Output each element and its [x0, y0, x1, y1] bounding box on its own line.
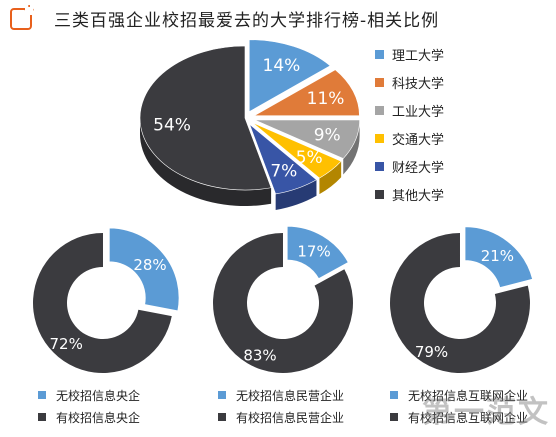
legend-label: 其他大学 [392, 188, 445, 204]
donut-data-label: 17% [297, 242, 330, 260]
legend-label: 有校招信息央企 [56, 410, 141, 425]
donut-data-label: 28% [133, 256, 166, 274]
chart-title: 三类百强企业校招最爱去的大学排行榜-相关比例 [54, 11, 440, 31]
pie-slice [253, 69, 360, 116]
legend-item: 财经大学 [375, 152, 444, 180]
legend-label: 财经大学 [392, 160, 445, 176]
legend-swatch [375, 77, 384, 87]
pie-data-label: 5% [296, 148, 323, 168]
legend-label: 工业大学 [392, 104, 445, 120]
legend-swatch [38, 413, 46, 421]
legend-swatch [390, 391, 398, 399]
legend-item: 其他大学 [375, 180, 444, 208]
pie-slice-side [275, 179, 317, 210]
pie-slice [248, 123, 317, 195]
donut-segment [32, 233, 172, 373]
legend-label: 交通大学 [392, 132, 445, 148]
legend-item: 有校招信息央企 [38, 406, 140, 428]
donut-data-label: 79% [415, 343, 448, 361]
pie-data-label: 54% [153, 115, 191, 135]
add-icon[interactable]: + [10, 3, 35, 30]
pie-data-label: 14% [263, 56, 301, 76]
donut-segment [390, 233, 530, 373]
donut-data-label: 83% [243, 347, 276, 365]
legend-item: 交通大学 [375, 124, 444, 152]
legend-item: 无校招信息民营企业 [218, 384, 344, 406]
legend-label: 理工大学 [392, 48, 445, 64]
legend-swatch [375, 49, 384, 59]
legend-swatch [375, 189, 384, 199]
pie-slice-side [140, 118, 272, 206]
pie-data-label: 7% [270, 161, 297, 181]
legend-swatch [375, 161, 384, 171]
legend-item: 无校招信息互联网企业 [390, 384, 528, 406]
donut-segment [286, 225, 350, 280]
legend-swatch [390, 413, 398, 421]
donut-legend-1: 无校招信息央企 有校招信息央企 [38, 384, 140, 428]
donut-legend-3: 无校招信息互联网企业 有校招信息互联网企业 [390, 384, 528, 428]
pie-slice [252, 122, 342, 179]
legend-label: 无校招信息民营企业 [236, 388, 345, 403]
pie-slice-side [319, 161, 342, 195]
legend-swatch [218, 391, 226, 399]
legend-swatch [375, 105, 384, 115]
legend-label: 有校招信息互联网企业 [408, 410, 529, 425]
pie-slice [254, 119, 360, 159]
pie-slice [139, 45, 272, 191]
donut-segment [108, 227, 180, 312]
legend-label: 科技大学 [392, 76, 445, 92]
legend-swatch [38, 391, 46, 399]
donut-segment [464, 226, 534, 289]
legend-swatch [218, 413, 226, 421]
legend-label: 有校招信息民营企业 [236, 410, 345, 425]
pie-data-label: 11% [307, 89, 345, 109]
legend-item: 有校招信息民营企业 [218, 406, 344, 428]
legend-label: 无校招信息央企 [56, 388, 141, 403]
pie-slice-side [343, 119, 360, 175]
main-legend: 理工大学 科技大学 工业大学 交通大学 财经大学 其他大学 [375, 40, 444, 208]
legend-item: 工业大学 [375, 96, 444, 124]
legend-item: 科技大学 [375, 68, 444, 96]
legend-item: 有校招信息互联网企业 [390, 406, 528, 428]
donut-segment [212, 233, 353, 373]
legend-swatch [375, 133, 384, 143]
legend-item: 无校招信息央企 [38, 384, 140, 406]
legend-label: 无校招信息互联网企业 [408, 388, 529, 403]
donut-legend-2: 无校招信息民营企业 有校招信息民营企业 [218, 384, 344, 428]
donut-data-label: 72% [49, 335, 82, 353]
pie-data-label: 9% [314, 125, 341, 145]
donut-data-label: 21% [481, 247, 514, 265]
watermark: 第一范文 [422, 395, 550, 430]
legend-item: 理工大学 [375, 40, 444, 68]
pie-slice [248, 39, 331, 113]
